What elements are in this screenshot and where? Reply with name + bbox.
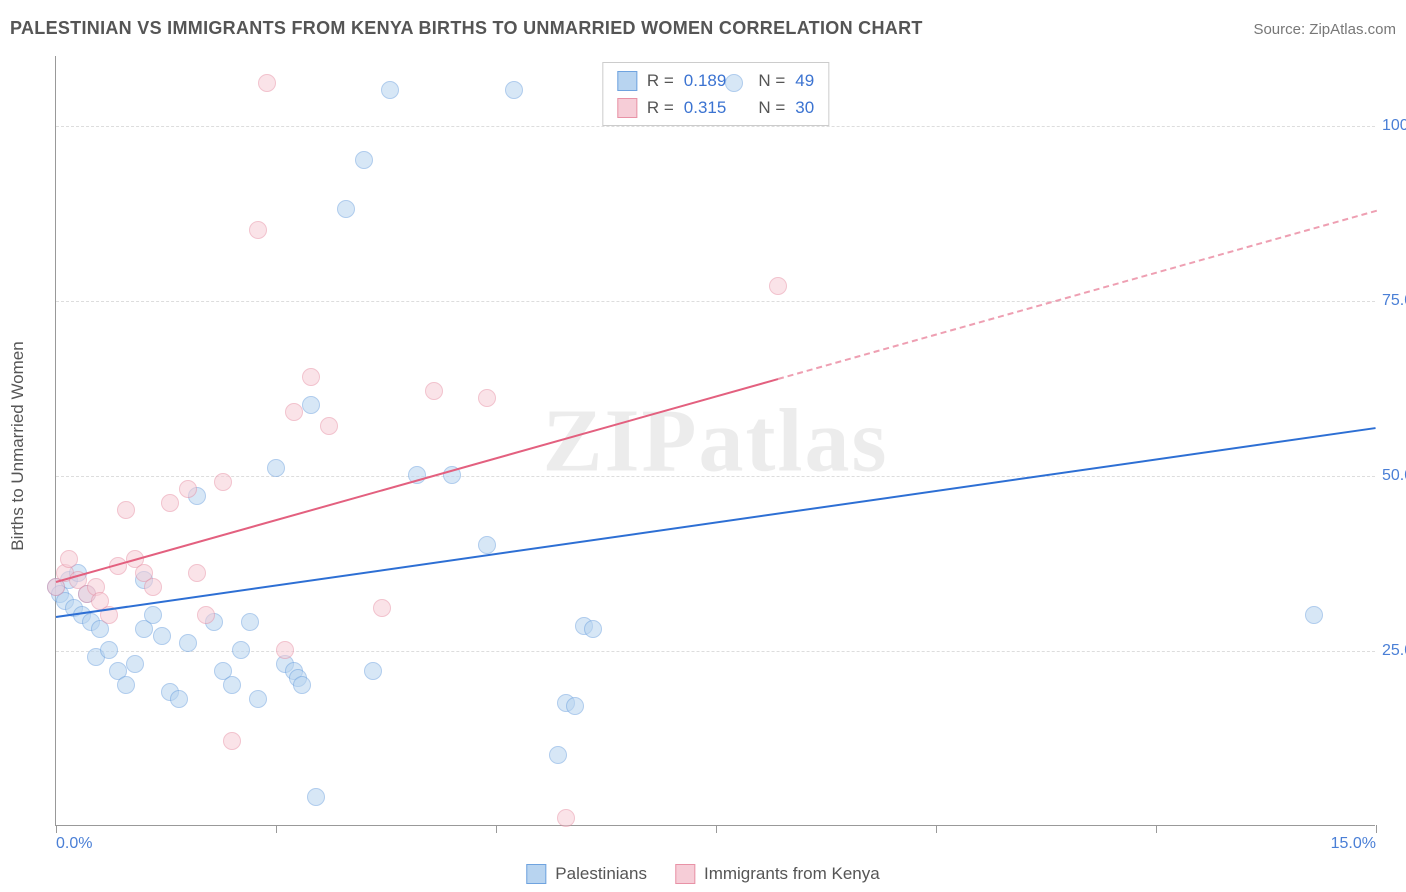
correlation-chart: PALESTINIAN VS IMMIGRANTS FROM KENYA BIR… — [0, 0, 1406, 892]
data-point — [566, 697, 584, 715]
data-point — [285, 403, 303, 421]
r-label: R = — [647, 67, 674, 94]
x-tick-label: 0.0% — [56, 835, 92, 853]
data-point — [188, 564, 206, 582]
gridline — [56, 126, 1375, 127]
data-point — [557, 809, 575, 827]
n-value: 49 — [795, 67, 814, 94]
data-point — [161, 494, 179, 512]
r-label: R = — [647, 94, 674, 121]
data-point — [117, 676, 135, 694]
y-tick-label: 75.0% — [1382, 292, 1406, 310]
series-legend: Palestinians Immigrants from Kenya — [526, 864, 879, 884]
legend-item: Immigrants from Kenya — [675, 864, 880, 884]
data-point — [584, 620, 602, 638]
data-point — [478, 389, 496, 407]
data-point — [100, 641, 118, 659]
data-point — [214, 473, 232, 491]
trend-line — [56, 427, 1376, 618]
data-point — [144, 578, 162, 596]
gridline — [56, 301, 1375, 302]
data-point — [293, 676, 311, 694]
series-swatch — [526, 864, 546, 884]
trend-line — [56, 378, 778, 583]
x-tick — [936, 825, 937, 833]
series-swatch — [617, 71, 637, 91]
trend-line-extrapolated — [777, 210, 1376, 380]
plot-area: ZIPatlas R =0.189N =49R =0.315N =30 25.0… — [55, 56, 1375, 826]
data-point — [364, 662, 382, 680]
data-point — [725, 74, 743, 92]
x-tick — [716, 825, 717, 833]
data-point — [276, 641, 294, 659]
data-point — [179, 480, 197, 498]
stats-row: R = 0.315 N = 30 — [617, 94, 814, 121]
data-point — [381, 81, 399, 99]
n-value: 30 — [795, 94, 814, 121]
y-tick-label: 50.0% — [1382, 467, 1406, 485]
source-attribution: Source: ZipAtlas.com — [1253, 21, 1396, 38]
data-point — [1305, 606, 1323, 624]
data-point — [170, 690, 188, 708]
data-point — [355, 151, 373, 169]
data-point — [769, 277, 787, 295]
data-point — [144, 606, 162, 624]
y-tick-label: 100.0% — [1382, 117, 1406, 135]
data-point — [179, 634, 197, 652]
r-value: 0.315 — [684, 94, 727, 121]
data-point — [60, 550, 78, 568]
r-value: 0.189 — [684, 67, 727, 94]
data-point — [267, 459, 285, 477]
data-point — [549, 746, 567, 764]
title-bar: PALESTINIAN VS IMMIGRANTS FROM KENYA BIR… — [10, 18, 1396, 39]
data-point — [425, 382, 443, 400]
x-tick — [56, 825, 57, 833]
y-tick-label: 25.0% — [1382, 642, 1406, 660]
data-point — [153, 627, 171, 645]
legend-label: Immigrants from Kenya — [704, 864, 880, 884]
data-point — [302, 396, 320, 414]
data-point — [337, 200, 355, 218]
data-point — [249, 690, 267, 708]
n-label: N = — [758, 67, 785, 94]
legend-label: Palestinians — [555, 864, 647, 884]
data-point — [232, 641, 250, 659]
y-axis-label: Births to Unmarried Women — [8, 341, 28, 550]
stats-row: R = 0.189 N = 49 — [617, 67, 814, 94]
data-point — [258, 74, 276, 92]
gridline — [56, 476, 1375, 477]
x-tick — [1376, 825, 1377, 833]
data-point — [478, 536, 496, 554]
series-swatch — [675, 864, 695, 884]
data-point — [223, 676, 241, 694]
chart-title: PALESTINIAN VS IMMIGRANTS FROM KENYA BIR… — [10, 18, 923, 39]
data-point — [307, 788, 325, 806]
data-point — [241, 613, 259, 631]
x-tick-label: 15.0% — [1331, 835, 1376, 853]
data-point — [126, 655, 144, 673]
data-point — [373, 599, 391, 617]
data-point — [117, 501, 135, 519]
x-tick — [1156, 825, 1157, 833]
x-tick — [276, 825, 277, 833]
n-label: N = — [758, 94, 785, 121]
gridline — [56, 651, 1375, 652]
series-swatch — [617, 98, 637, 118]
data-point — [249, 221, 267, 239]
data-point — [505, 81, 523, 99]
legend-item: Palestinians — [526, 864, 647, 884]
data-point — [223, 732, 241, 750]
data-point — [302, 368, 320, 386]
stats-legend-box: R = 0.189 N = 49 R = 0.315 N = 30 — [602, 62, 829, 126]
data-point — [320, 417, 338, 435]
data-point — [197, 606, 215, 624]
x-tick — [496, 825, 497, 833]
